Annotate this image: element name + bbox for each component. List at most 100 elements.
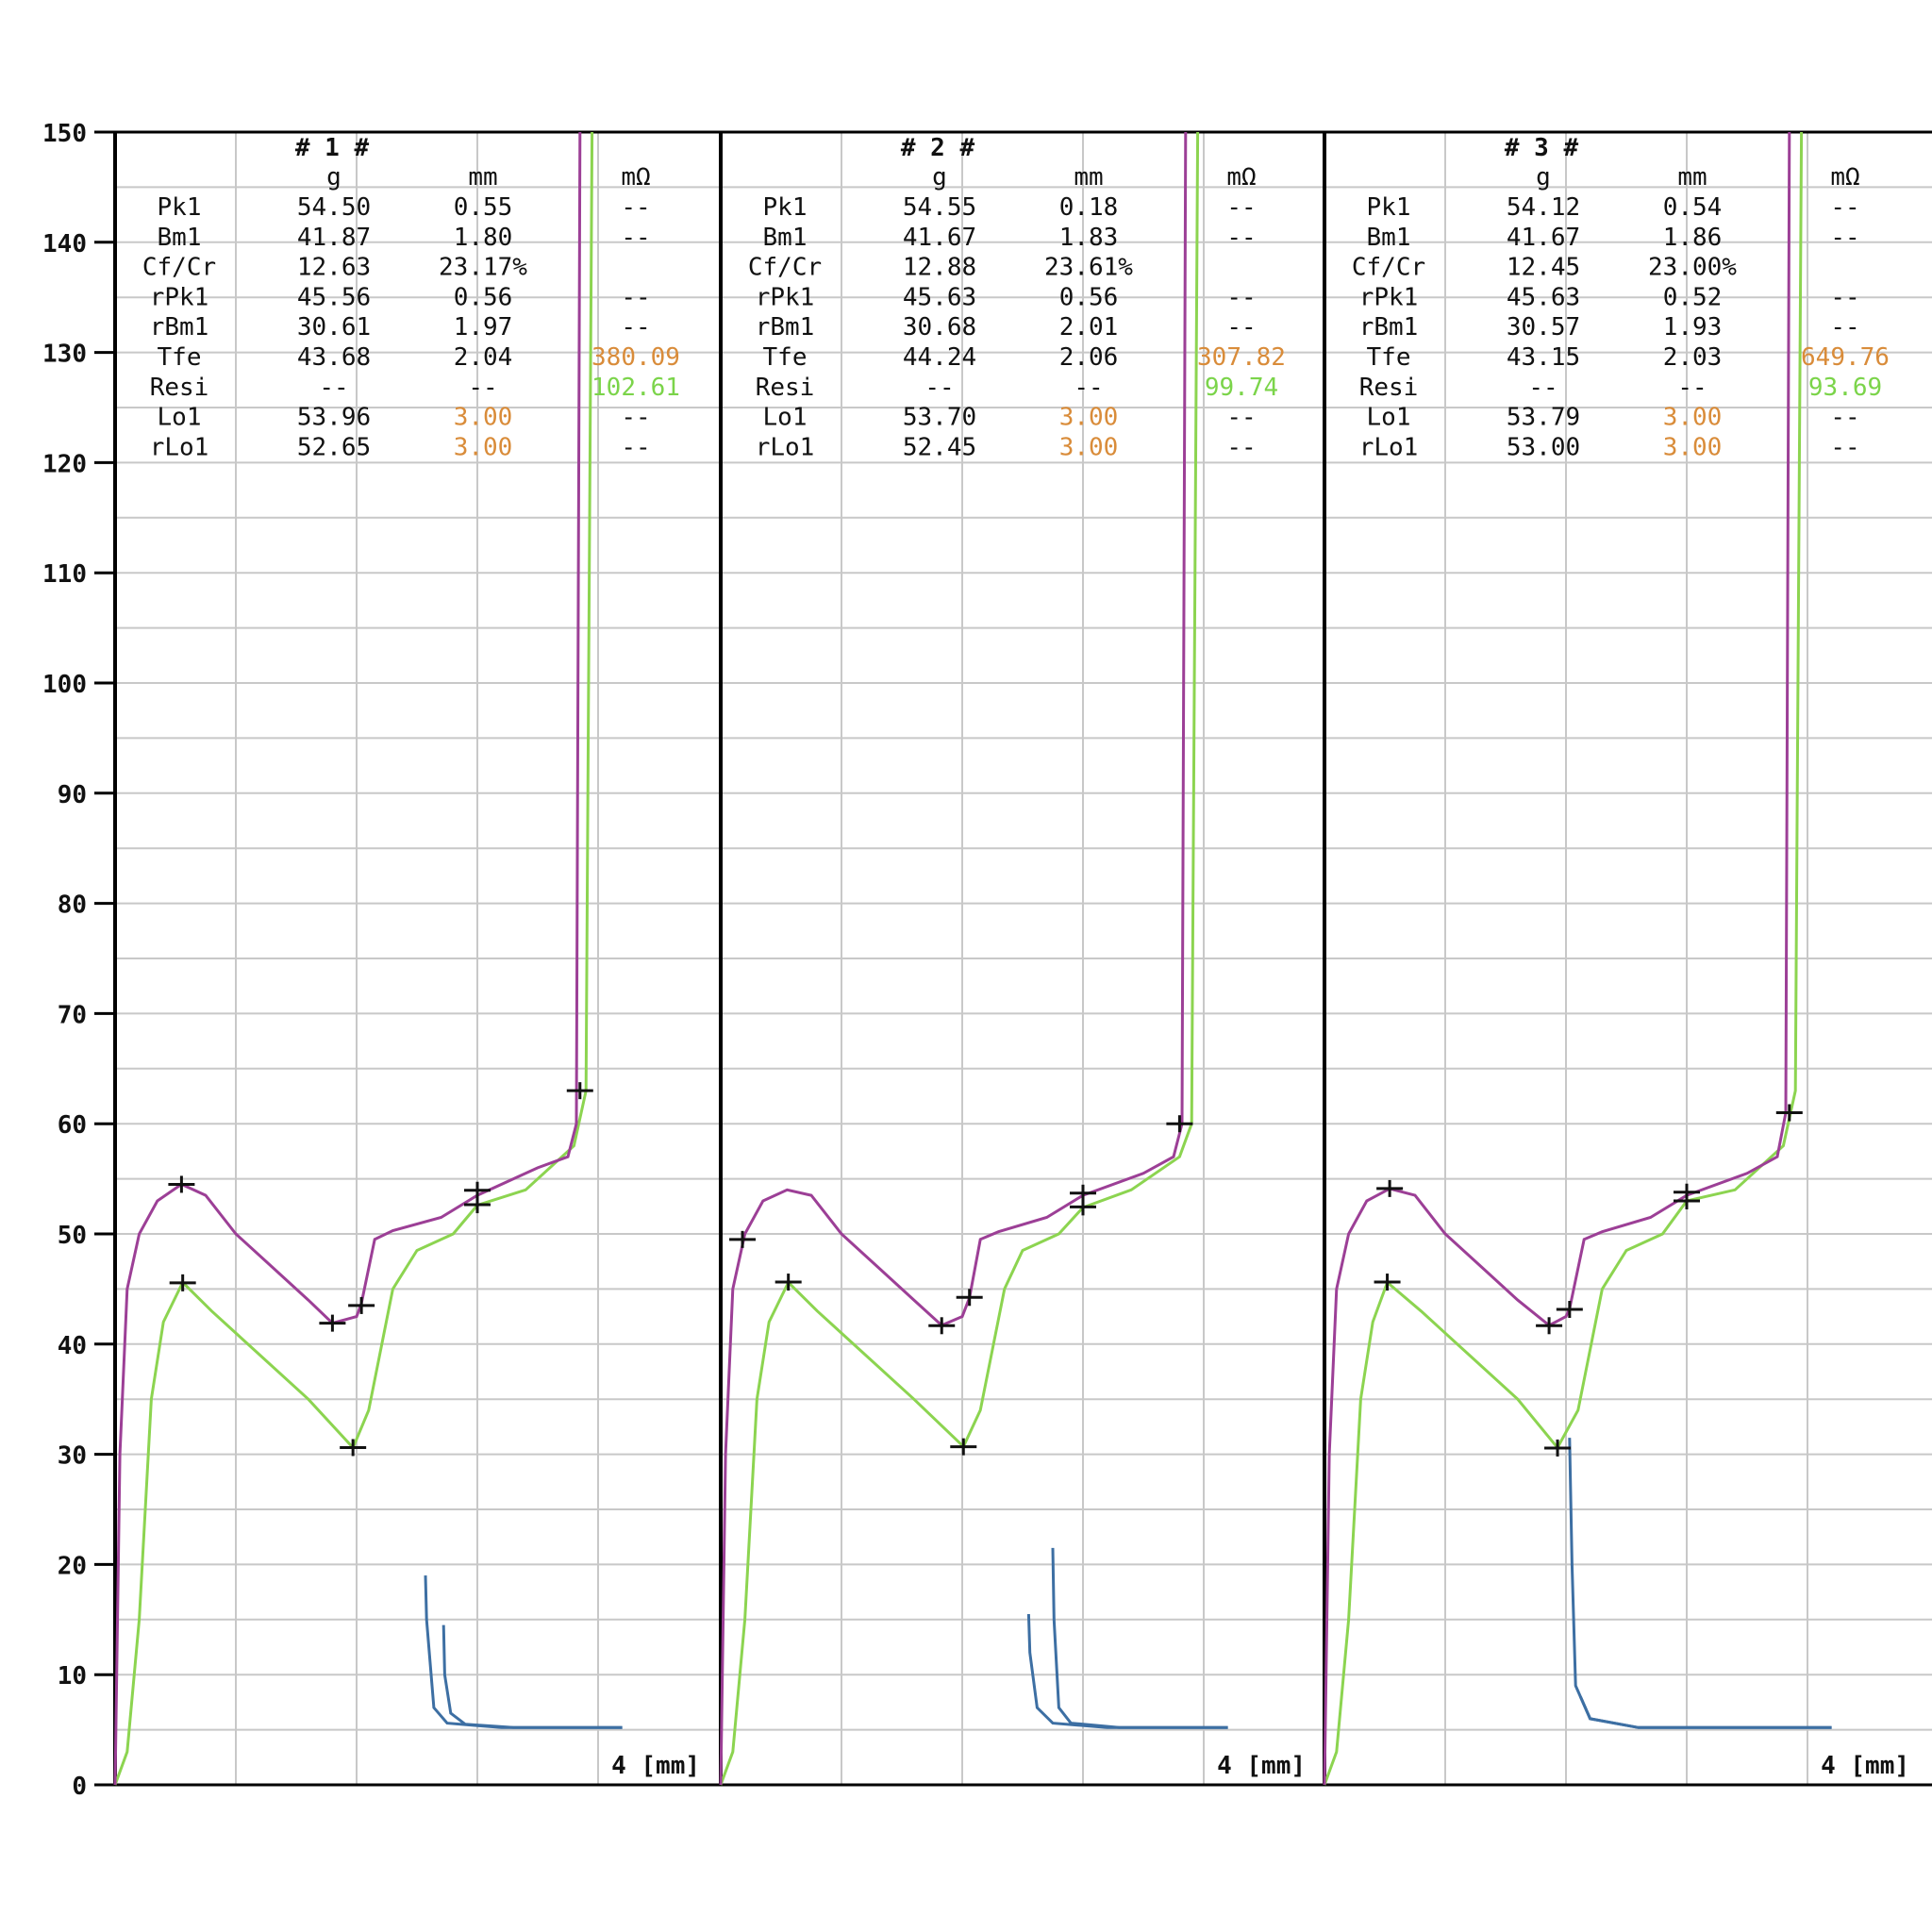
table-row-label: Bm1 [1367,224,1411,252]
table-mm-value: 23.17% [439,254,527,282]
resistance-curve [424,1575,623,1729]
table-row-label: Cf/Cr [748,254,822,282]
table-g-value: -- [924,374,954,402]
grid [115,131,1932,1786]
y-tick-label: 40 [58,1332,87,1360]
table-g-value: 52.45 [903,433,976,461]
table-mohm-value: -- [1226,433,1256,461]
table-g-value: -- [1528,374,1557,402]
table-mohm-value: -- [1226,404,1256,432]
table-mm-value: -- [1074,374,1103,402]
table-row-label: Resi [756,374,815,402]
table-mohm-value: -- [621,313,650,341]
table-mohm-value: -- [1226,283,1256,311]
table-mm-value: 3.00 [454,433,513,461]
table-g-value: 30.61 [297,313,371,341]
table-mohm-value: -- [1830,224,1859,252]
y-tick-label: 50 [58,1222,87,1250]
table-mohm-value: 649.76 [1801,343,1890,372]
table-g-value: 54.55 [903,193,976,222]
table-mm-value: 3.00 [1059,404,1119,432]
table-mm-value: 1.86 [1663,224,1723,252]
table-mm-value: 0.54 [1663,193,1723,222]
y-tick-label: 60 [58,1111,87,1140]
table-g-value: 45.56 [297,283,371,311]
table-mm-value: 0.52 [1663,283,1723,311]
table-mohm-value: -- [621,224,650,252]
unit-header: mΩ [1226,163,1256,192]
table-mohm-value: -- [621,193,650,222]
resistance-curve [1051,1547,1228,1729]
resistance-curve [1568,1438,1832,1729]
table-g-value: 43.15 [1507,343,1580,372]
unit-header: g [326,163,341,192]
table-g-value: -- [319,374,348,402]
table-g-value: 30.68 [903,313,976,341]
table-row-label: Pk1 [763,193,808,222]
table-g-value: 53.79 [1507,404,1580,432]
table-g-value: 41.87 [297,224,371,252]
x-axis-label: 4 [mm] [611,1752,700,1780]
table-mm-value: 2.01 [1059,313,1119,341]
table-row-label: Tfe [1367,343,1411,372]
y-tick-label: 10 [58,1662,87,1690]
panel-title: # 2 # [901,134,975,162]
y-tick-label: 120 [42,450,87,478]
table-mohm-value: -- [1226,313,1256,341]
table-g-value: 53.70 [903,404,976,432]
table-mm-value: 3.00 [454,404,513,432]
unit-header: mΩ [1830,163,1859,192]
y-tick-label: 90 [58,781,87,809]
table-mm-value: 1.97 [454,313,513,341]
table-row-label: rLo1 [1359,433,1419,461]
table-row-label: Cf/Cr [142,254,216,282]
table-row-label: Cf/Cr [1352,254,1425,282]
table-row-label: Pk1 [1367,193,1411,222]
table-mm-value: 3.00 [1663,404,1723,432]
table-row-label: rBm1 [756,313,815,341]
table-g-value: 53.00 [1507,433,1580,461]
table-row-label: Pk1 [158,193,202,222]
table-mm-value: 3.00 [1663,433,1723,461]
table-mohm-value: -- [1830,433,1859,461]
y-tick-label: 30 [58,1442,87,1471]
panel-2: # 2 #g mm mΩ Pk1 54.55 0.18 -- Bm1 41.67 1.83 -- Cf… [719,131,1306,1786]
table-row-label: rPk1 [1359,283,1419,311]
table-g-value: 12.63 [297,254,371,282]
table-g-value: 53.96 [297,404,371,432]
table-mm-value: 23.00% [1648,254,1737,282]
y-tick-label: 0 [72,1773,87,1801]
unit-header: mm [1677,163,1707,192]
table-mohm-value: -- [621,433,650,461]
resistance-curve [1579,1695,1832,1729]
table-row-label: Resi [1359,374,1419,402]
table-mm-value: 2.03 [1663,343,1723,372]
table-mm-value: 23.61% [1044,254,1133,282]
table-g-value: 41.67 [1507,224,1580,252]
unit-header: mm [468,163,497,192]
panel-title: # 1 # [295,134,370,162]
y-tick-label: 130 [42,341,87,369]
table-mm-value: 0.56 [1059,283,1119,311]
table-g-value: 12.88 [903,254,976,282]
table-row-label: Tfe [763,343,808,372]
unit-header: g [1536,163,1551,192]
table-g-value: 45.63 [1507,283,1580,311]
y-axis: 0 10 20 30 40 50 60 70 80 90 100 110 120 130 140 150 [42,120,1932,1801]
table-mm-value: 2.04 [454,343,513,372]
table-row-label: Bm1 [763,224,808,252]
table-mm-value: 0.18 [1059,193,1119,222]
x-axis-label: 4 [mm] [1217,1752,1306,1780]
table-mohm-value: 102.61 [591,374,680,402]
panel-title: # 3 # [1505,134,1579,162]
resistance-curve [441,1624,623,1729]
table-row-label: rBm1 [150,313,209,341]
table-mm-value: 1.93 [1663,313,1723,341]
table-row-label: Lo1 [158,404,202,432]
table-row-label: Bm1 [158,224,202,252]
unit-header: g [932,163,947,192]
table-mohm-value: -- [1830,283,1859,311]
unit-header: mm [1074,163,1103,192]
